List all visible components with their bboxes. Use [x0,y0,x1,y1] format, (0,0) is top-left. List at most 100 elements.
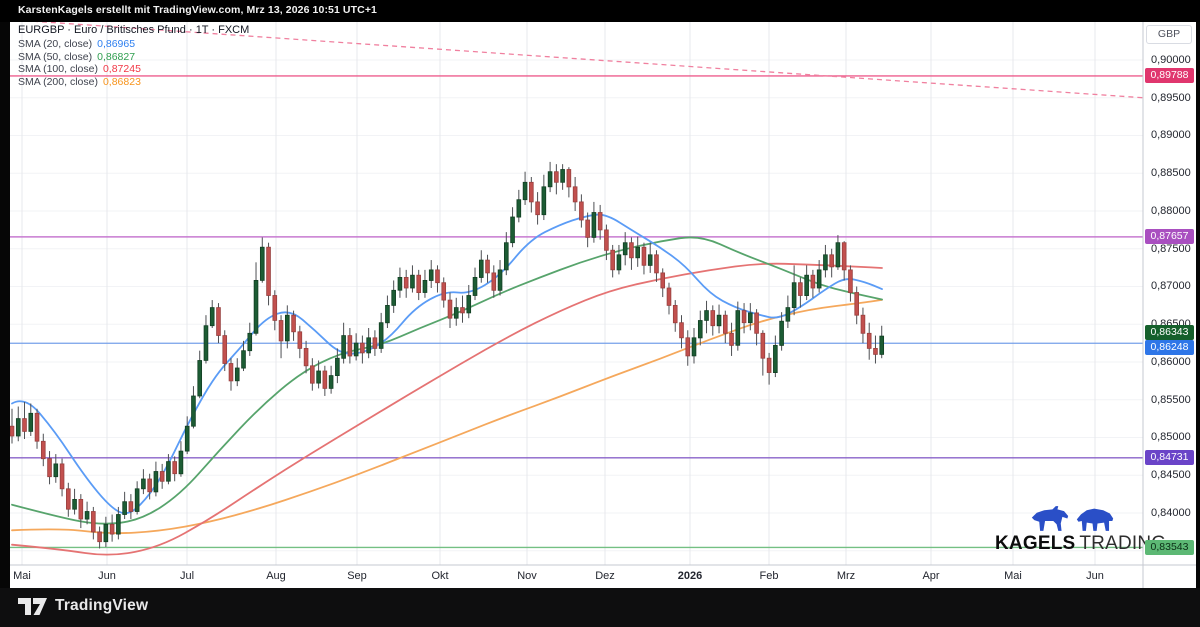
candle-down [535,201,540,216]
candle-up [116,514,121,535]
candle-up [560,169,565,183]
brand-kagels: KAGELS [995,533,1076,554]
price-badge: 0,86343 [1145,324,1194,340]
chart-legend: EURGBP · Euro / Britisches Pfund · 1T · … [18,25,249,88]
price-tick-label: 0,84000 [1151,506,1191,519]
candle-up [247,332,253,352]
legend-indicator[interactable]: SMA (100, close) 0,87245 [18,64,249,75]
candle-down [491,272,497,291]
candle-up [134,488,140,512]
symbol-title[interactable]: EURGBP · Euro / Britisches Pfund · 1T · … [18,24,250,36]
top-attribution-bar: KarstenKagels erstellt mit TradingView.c… [0,0,1200,22]
candle-down [629,242,634,259]
chart-panel[interactable]: EURGBP · Euro / Britisches Pfund · 1T · … [10,22,1196,588]
candle-up [541,186,547,216]
time-tick-label: Feb [759,570,779,582]
indicator-value: 0,86827 [97,50,136,63]
candle-down [40,440,46,460]
candle-up [791,282,797,309]
price-tick-label: 0,90000 [1151,53,1191,66]
price-tick-label: 0,88000 [1151,204,1191,217]
price-badge: 0,84731 [1145,450,1194,466]
price-badge: 0,89788 [1145,68,1194,84]
candle-down [866,332,872,349]
candle-up [385,304,390,324]
currency-unit-button[interactable]: GBP [1146,25,1192,44]
bull-icon [1031,506,1069,531]
candle-up [72,498,77,510]
price-tick-label: 0,87000 [1151,280,1191,293]
candle-down [372,337,378,349]
legend-indicator[interactable]: SMA (200, close) 0,86823 [18,75,249,88]
candle-up [84,511,90,520]
candle-down [685,337,691,357]
candle-up [522,181,528,201]
candle-down [566,169,572,188]
price-tick-label: 0,89000 [1151,129,1191,142]
candle-down [585,219,590,238]
candle-up [366,337,371,354]
price-tick-label: 0,85000 [1151,431,1191,444]
candle-down [47,458,52,478]
candle-up [422,279,428,293]
candle-up [203,325,209,361]
candle-down [291,314,296,333]
candle-down [860,314,866,334]
legend-indicator[interactable]: SMA (50, close) 0,86827 [18,50,249,63]
candle-up [591,212,597,238]
indicator-label: SMA (50, close) [18,50,93,63]
candle-down [447,299,453,319]
candle-down [848,269,853,293]
candle-down [360,342,365,354]
candle-up [191,395,196,427]
candle-up [316,370,321,384]
candle-up [122,501,127,515]
candle-down [854,292,859,316]
watermark-brand: KAGELS TRADING [995,533,1166,555]
indicator-value: 0,86823 [102,75,141,88]
candle-down [159,471,165,482]
candle-up [141,478,146,490]
time-tick-label: Jun [1086,570,1104,582]
candle-down [66,488,71,510]
candle-up [285,314,290,342]
time-tick-label: Mai [13,570,31,582]
candle-down [128,501,134,512]
time-tick-label: Jul [179,570,195,582]
candle-down [91,511,96,533]
candle-down [435,269,440,284]
sma-100-line [11,262,883,556]
candle-up [503,242,509,271]
time-tick-label: Dez [595,570,615,582]
candle-up [704,310,709,321]
candle-up [28,412,34,432]
candle-up [647,254,653,266]
candle-up [472,276,478,296]
candle-up [353,342,359,357]
price-tick-label: 0,84500 [1151,469,1191,482]
candle-down [147,478,152,493]
candle-down [710,310,716,327]
candle-down [666,287,672,306]
candle-up [635,246,640,259]
brand-trading: TRADING [1079,533,1167,554]
candle-up [466,295,472,314]
candle-down [59,463,65,490]
candle-up [234,367,240,382]
time-tick-label: Mai [1004,570,1022,582]
indicator-label: SMA (100, close) [18,63,98,75]
legend-indicator[interactable]: SMA (20, close) 0,86965 [18,39,249,50]
candle-up [53,463,59,478]
price-chart[interactable] [10,22,1196,588]
candle-down [272,295,278,321]
candle-down [322,370,328,389]
tradingview-logo[interactable]: TradingView [18,597,148,615]
candle-up [103,523,109,543]
candle-down [729,332,734,346]
tradingview-mark-icon [18,597,47,615]
candle-up [779,320,784,346]
candle-down [741,310,747,324]
time-tick-label: Mrz [836,570,856,582]
candle-down [873,347,878,355]
